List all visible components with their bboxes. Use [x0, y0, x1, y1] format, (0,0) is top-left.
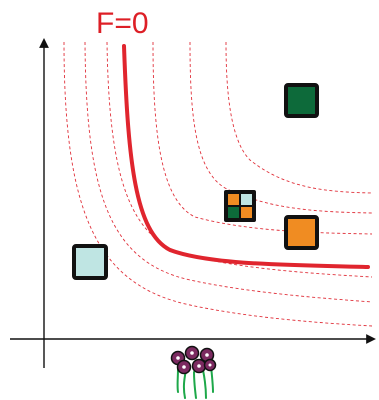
level-curve: [107, 42, 372, 277]
light-teal-square: [74, 246, 106, 278]
orange-square: [286, 217, 317, 248]
curve-label: F=0: [96, 7, 149, 40]
mixed-checker-square: [224, 190, 256, 222]
level-curves: [64, 42, 372, 326]
main-curve-f-zero: [124, 46, 368, 267]
level-curve: [64, 42, 372, 326]
level-curve: [153, 42, 372, 234]
level-curve: [190, 42, 372, 213]
dark-green-square: [286, 85, 317, 116]
flower-bouquet-icon: [172, 347, 216, 399]
